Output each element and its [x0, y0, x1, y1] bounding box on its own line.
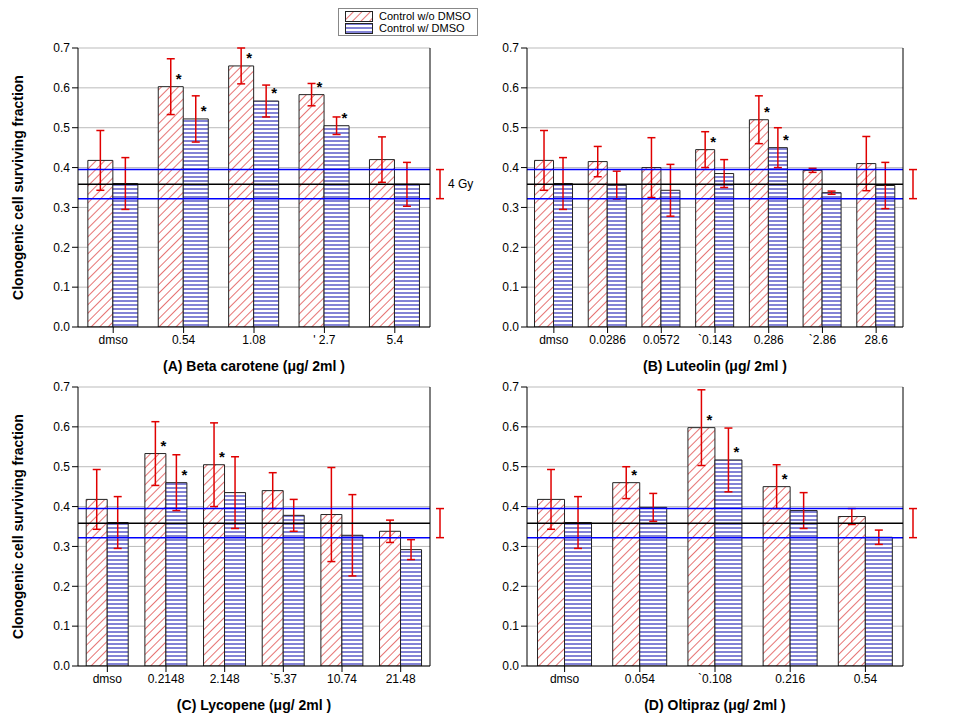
svg-text:*: *: [631, 466, 637, 483]
html-text:Control w/ DMSO: Control w/ DMSO: [379, 22, 465, 34]
svg-text:0.54: 0.54: [172, 333, 196, 347]
svg-text:0.1: 0.1: [53, 280, 70, 294]
svg-text:4 Gy: 4 Gy: [448, 177, 473, 191]
svg-text:(C) Lycopene (μg/ 2ml ): (C) Lycopene (μg/ 2ml ): [177, 697, 331, 713]
svg-text:0.2148: 0.2148: [148, 672, 185, 686]
svg-text:0.3: 0.3: [53, 201, 70, 215]
svg-text:0.2: 0.2: [502, 241, 519, 255]
svg-text:0.216: 0.216: [775, 672, 805, 686]
svg-text:*: *: [271, 84, 277, 101]
svg-text:dmso: dmso: [550, 672, 580, 686]
svg-text:(A) Beta carotene (μg/ 2ml ): (A) Beta carotene (μg/ 2ml ): [163, 358, 345, 374]
svg-text:28.6: 28.6: [864, 333, 888, 347]
svg-text:0.0: 0.0: [53, 659, 70, 673]
svg-text:0.3: 0.3: [502, 540, 519, 554]
svg-text:0.6: 0.6: [53, 81, 70, 95]
svg-text:*: *: [764, 103, 770, 120]
svg-text:`0.143: `0.143: [698, 333, 732, 347]
svg-text:*: *: [710, 133, 716, 150]
svg-text:0.1: 0.1: [502, 619, 519, 633]
svg-text:*: *: [160, 437, 166, 454]
svg-text:*: *: [706, 411, 712, 428]
svg-text:0.054: 0.054: [625, 672, 655, 686]
svg-text:0.0: 0.0: [502, 659, 519, 673]
svg-text:*: *: [782, 470, 788, 487]
svg-text:Clonogenic cell surviving frac: Clonogenic cell surviving fraction: [10, 414, 26, 639]
svg-text:*: *: [201, 102, 207, 119]
svg-text:*: *: [181, 466, 187, 483]
svg-text:0.1: 0.1: [502, 280, 519, 294]
svg-text:0.7: 0.7: [502, 41, 519, 55]
svg-text:0.0: 0.0: [502, 320, 519, 334]
svg-text:0.2: 0.2: [502, 580, 519, 594]
svg-text:(D) Oltipraz (μg/ 2ml ): (D) Oltipraz (μg/ 2ml ): [644, 697, 786, 713]
svg-text:`0.108: `0.108: [698, 672, 732, 686]
svg-text:(B) Luteolin (μg/ 2ml ): (B) Luteolin (μg/ 2ml ): [643, 358, 787, 374]
svg-text:0.54: 0.54: [854, 672, 878, 686]
svg-text:0.4: 0.4: [53, 161, 70, 175]
svg-text:0.5: 0.5: [53, 460, 70, 474]
svg-text:0.7: 0.7: [502, 380, 519, 394]
svg-text:0.5: 0.5: [502, 460, 519, 474]
svg-text:0.6: 0.6: [53, 420, 70, 434]
svg-text:*: *: [342, 109, 348, 126]
svg-text:`5.37: `5.37: [270, 672, 298, 686]
svg-text:2.148: 2.148: [210, 672, 240, 686]
svg-text:0.6: 0.6: [502, 81, 519, 95]
svg-text:0.1: 0.1: [53, 619, 70, 633]
svg-text:' 2.7: ' 2.7: [313, 333, 336, 347]
svg-text:0.6: 0.6: [502, 420, 519, 434]
svg-text:*: *: [733, 443, 739, 460]
svg-text:0.7: 0.7: [53, 41, 70, 55]
svg-text:*: *: [783, 131, 789, 148]
svg-text:0.4: 0.4: [502, 500, 519, 514]
svg-text:5.4: 5.4: [386, 333, 403, 347]
svg-text:21.48: 21.48: [386, 672, 416, 686]
svg-text:0.0572: 0.0572: [643, 333, 680, 347]
svg-text:0.2: 0.2: [53, 580, 70, 594]
html-text:Control w/o DMSO: Control w/o DMSO: [379, 10, 471, 22]
svg-text:0.0: 0.0: [53, 320, 70, 334]
svg-text:0.4: 0.4: [502, 161, 519, 175]
svg-text:`2.86: `2.86: [809, 333, 837, 347]
svg-text:dmso: dmso: [539, 333, 569, 347]
svg-text:*: *: [317, 78, 323, 95]
svg-text:*: *: [176, 70, 182, 87]
svg-text:dmso: dmso: [93, 672, 123, 686]
svg-text:*: *: [246, 49, 252, 66]
svg-text:0.3: 0.3: [502, 201, 519, 215]
svg-text:0.5: 0.5: [53, 121, 70, 135]
svg-text:Clonogenic cell surviving frac: Clonogenic cell surviving fraction: [10, 75, 26, 300]
svg-text:0.286: 0.286: [754, 333, 784, 347]
svg-text:0.0286: 0.0286: [589, 333, 626, 347]
svg-text:10.74: 10.74: [327, 672, 357, 686]
svg-text:1.08: 1.08: [242, 333, 266, 347]
svg-text:0.5: 0.5: [502, 121, 519, 135]
svg-text:*: *: [219, 448, 225, 465]
svg-text:0.2: 0.2: [53, 241, 70, 255]
svg-text:dmso: dmso: [99, 333, 129, 347]
svg-text:0.3: 0.3: [53, 540, 70, 554]
svg-text:0.7: 0.7: [53, 380, 70, 394]
svg-text:0.4: 0.4: [53, 500, 70, 514]
